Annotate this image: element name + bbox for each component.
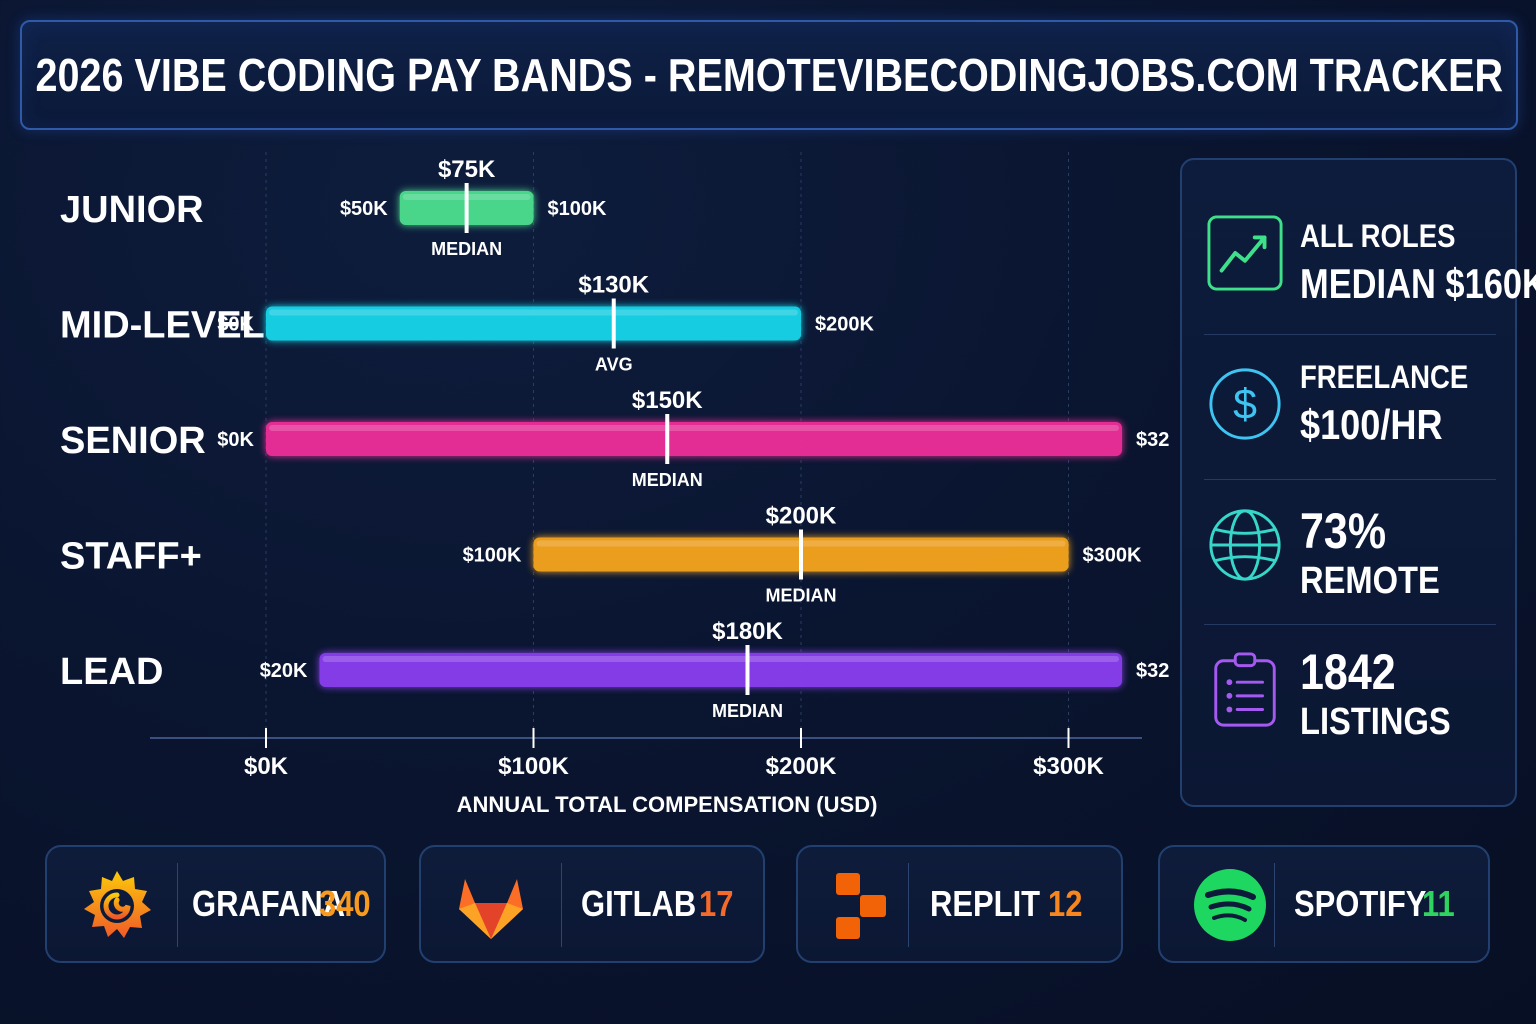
role-label: SENIOR <box>60 420 206 462</box>
spotify-logo-icon <box>1194 869 1266 941</box>
grafana-logo-icon <box>84 871 151 938</box>
stat-listings: 1842 LISTINGS <box>1182 625 1515 765</box>
separator <box>561 863 562 947</box>
midpoint-type-label: MEDIAN <box>766 586 837 606</box>
role-label: STAFF+ <box>60 536 202 578</box>
x-tick-label: $100K <box>498 753 569 780</box>
company-card-replit: REPLIT 12 <box>796 845 1123 963</box>
stat-label: REMOTE <box>1300 560 1440 602</box>
min-value-label: $0K <box>217 314 254 336</box>
min-value-label: $50K <box>340 198 388 220</box>
company-count: 340 <box>319 883 371 924</box>
stat-label: LISTINGS <box>1300 701 1451 743</box>
stat-value: 1842 <box>1300 644 1396 700</box>
stat-value: MEDIAN $160K <box>1300 260 1536 307</box>
band-row: LEAD $180K MEDIAN $20K $320K <box>60 618 1170 721</box>
company-name: SPOTIFY <box>1294 883 1427 924</box>
range-bar <box>319 653 1122 687</box>
pay-band-chart: JUNIOR $75K MEDIAN $50K $100K MID-LEVEL $130K A… <box>60 152 1170 817</box>
company-card-grafana: GRAFANA 340 <box>45 845 386 963</box>
x-tick-label: $200K <box>766 753 837 780</box>
min-value-label: $0K <box>217 429 254 451</box>
stat-value: 73% <box>1300 503 1387 559</box>
x-axis-title: ANNUAL TOTAL COMPENSATION (USD) <box>457 792 878 817</box>
midpoint-value-label: $75K <box>438 156 496 183</box>
company-card-gitlab: GITLAB 17 <box>419 845 765 963</box>
max-value-label: $300K <box>1083 545 1142 567</box>
max-value-label: $100K <box>548 198 607 220</box>
midpoint-value-label: $180K <box>712 618 783 645</box>
bar-highlight <box>322 656 1119 662</box>
midpoint-type-label: MEDIAN <box>632 470 703 490</box>
midpoint-value-label: $200K <box>766 503 837 530</box>
band-row: JUNIOR $75K MEDIAN $50K $100K <box>60 156 607 259</box>
max-value-label: $320K <box>1136 660 1170 682</box>
title-banner: 2026 VIBE CODING PAY BANDS - REMOTEVIBEC… <box>20 20 1518 130</box>
bar-highlight <box>269 425 1119 431</box>
trend-chart-icon <box>1207 215 1283 291</box>
stat-label: FREELANCE <box>1300 359 1469 395</box>
stats-panel: ALL ROLES MEDIAN $160K $ FREELANCE $100/… <box>1180 158 1536 807</box>
company-count: 12 <box>1048 883 1083 924</box>
divider <box>1204 624 1496 625</box>
min-value-label: $20K <box>260 660 308 682</box>
max-value-label: $200K <box>815 314 874 336</box>
range-bar <box>266 422 1122 456</box>
separator <box>177 863 178 947</box>
company-name: GITLAB <box>581 883 697 924</box>
stat-value: $100/HR <box>1300 401 1443 448</box>
x-tick-label: $300K <box>1033 753 1104 780</box>
globe-icon <box>1209 509 1281 581</box>
company-name: GRAFANA <box>192 883 346 924</box>
bar-highlight <box>269 309 798 316</box>
band-row: STAFF+ $200K MEDIAN $100K $300K <box>60 503 1142 606</box>
replit-logo-icon <box>836 873 886 939</box>
range-bar <box>266 306 801 341</box>
svg-text:$: $ <box>1233 381 1257 429</box>
min-value-label: $100K <box>463 545 522 567</box>
stat-all-roles: ALL ROLES MEDIAN $160K <box>1182 180 1536 320</box>
company-count: 11 <box>1422 883 1455 924</box>
separator <box>908 863 909 947</box>
stat-remote: 73% REMOTE <box>1182 480 1515 620</box>
role-label: MID-LEVEL <box>60 305 265 347</box>
band-row: SENIOR $150K MEDIAN $0K $320K <box>60 387 1170 490</box>
divider <box>1204 334 1496 335</box>
role-label: JUNIOR <box>60 189 204 231</box>
separator <box>1274 863 1275 947</box>
clipboard-list-icon <box>1214 652 1276 727</box>
stat-freelance: $ FREELANCE $100/HR <box>1182 335 1515 475</box>
role-label: LEAD <box>60 651 163 693</box>
page-title: 2026 VIBE CODING PAY BANDS - REMOTEVIBEC… <box>35 49 1503 101</box>
x-tick-label: $0K <box>244 753 289 780</box>
gitlab-logo-icon <box>459 879 523 939</box>
band-row: MID-LEVEL $130K AVG $0K $200K <box>60 272 874 375</box>
midpoint-value-label: $130K <box>578 272 649 299</box>
company-count: 17 <box>699 883 734 924</box>
company-name: REPLIT <box>930 883 1041 924</box>
midpoint-type-label: AVG <box>595 355 633 375</box>
midpoint-type-label: MEDIAN <box>431 239 502 259</box>
max-value-label: $320K <box>1136 429 1170 451</box>
stat-label: ALL ROLES <box>1300 218 1456 254</box>
divider <box>1204 479 1496 480</box>
dollar-icon: $ <box>1209 368 1281 440</box>
company-card-spotify: SPOTIFY 11 <box>1158 845 1490 963</box>
midpoint-type-label: MEDIAN <box>712 701 783 721</box>
midpoint-value-label: $150K <box>632 387 703 414</box>
